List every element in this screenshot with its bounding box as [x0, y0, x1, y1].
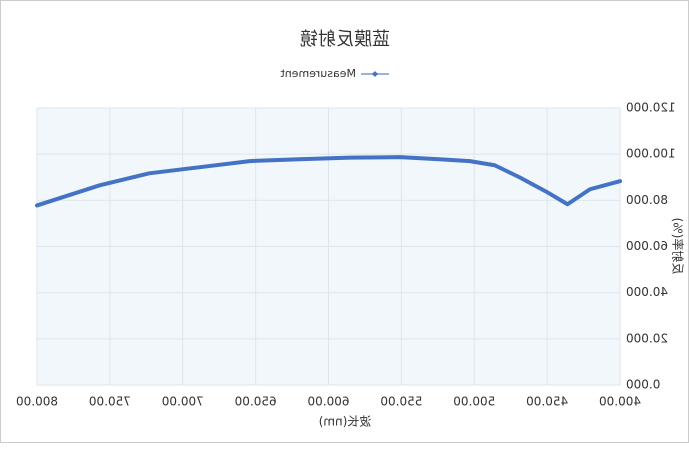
y-axis-title: 反射率(%) — [671, 218, 686, 275]
y-tick-label: 60.000 — [626, 239, 668, 253]
x-tick-label: 650.00 — [235, 395, 277, 409]
x-tick-label: 600.00 — [308, 395, 350, 409]
x-tick-label: 750.00 — [89, 395, 131, 409]
y-tick-label: 40.000 — [626, 285, 668, 299]
legend-marker — [372, 71, 378, 77]
x-tick-label: 450.00 — [526, 395, 568, 409]
y-tick-label: 20.000 — [626, 331, 668, 345]
x-tick-label: 500.00 — [453, 395, 495, 409]
y-tick-label: 0.000 — [626, 378, 660, 392]
y-tick-label: 80.000 — [626, 193, 668, 207]
y-tick-label: 100.000 — [626, 147, 676, 161]
y-tick-label: 120.000 — [626, 101, 676, 115]
chart-title: 蓝膜反射镜 — [300, 29, 390, 50]
chart-body: 蓝膜反射镜 波长(nm) 反射率(%) 0.000 20.000 40.000 60.… — [16, 29, 686, 429]
data-line — [35, 155, 622, 208]
x-tick-label: 550.00 — [380, 395, 422, 409]
x-axis-title: 波长(nm) — [319, 415, 372, 429]
x-tick-label: 700.00 — [162, 395, 204, 409]
x-tick-label: 400.00 — [599, 395, 641, 409]
legend-label: Measurement — [280, 67, 356, 80]
x-tick-label: 800.00 — [16, 395, 58, 409]
